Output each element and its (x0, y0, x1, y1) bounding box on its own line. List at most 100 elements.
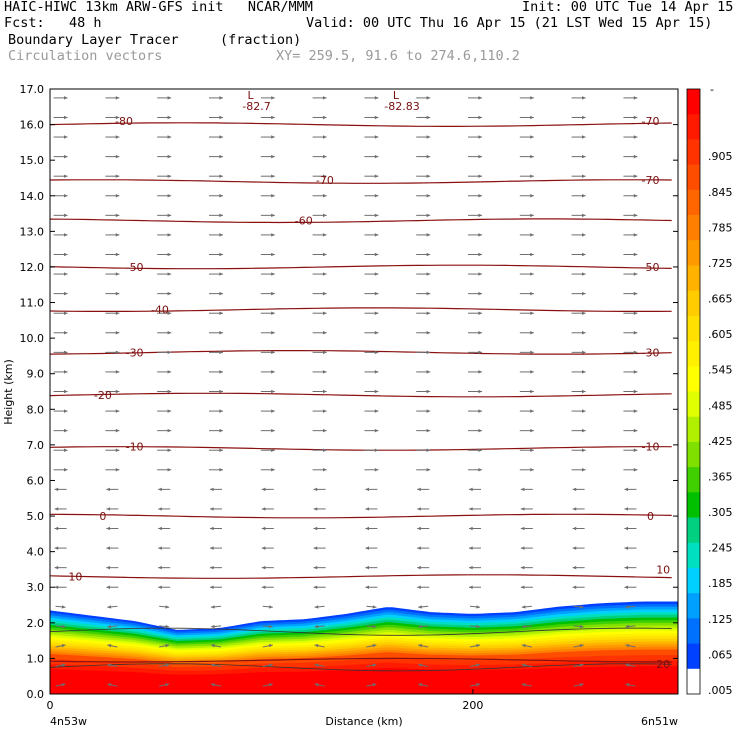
wind-vector (573, 605, 584, 609)
wind-vector (312, 331, 327, 335)
wind-vector-head (372, 663, 377, 667)
wind-vector-head (478, 272, 483, 276)
wind-vector (571, 350, 586, 355)
wind-vector (208, 213, 223, 218)
wind-vector (106, 487, 119, 492)
wind-vector-head (54, 546, 59, 550)
colorbar-label: .065 (708, 648, 733, 661)
wind-vector-head (476, 605, 481, 609)
wind-vector (416, 115, 431, 120)
wind-vector-head (469, 546, 473, 550)
wind-vector (312, 468, 327, 472)
wind-vector (312, 272, 327, 276)
wind-vector (208, 174, 223, 178)
wind-vector (106, 507, 119, 511)
wind-vector (571, 174, 586, 178)
wind-vector-head (167, 213, 172, 218)
wind-vector (469, 565, 482, 570)
wind-vector (208, 331, 223, 335)
wind-vector-head (210, 624, 215, 629)
contour-line (50, 663, 672, 672)
wind-vector-head (426, 154, 431, 159)
wind-vector-head (478, 154, 483, 159)
plot-frame (49, 88, 679, 695)
wind-vector-head (478, 409, 483, 413)
wind-vector-head (521, 605, 526, 609)
wind-vector (572, 585, 585, 589)
wind-vector (416, 370, 431, 374)
wind-vector-head (167, 331, 172, 335)
wind-vector (469, 624, 481, 629)
wind-vector (314, 624, 325, 629)
wind-vector-head (115, 233, 120, 237)
wind-vector (468, 291, 483, 296)
wind-vector-head (426, 135, 431, 139)
wind-vector-head (582, 213, 586, 218)
wind-vector-head (219, 154, 223, 159)
wind-vector (365, 526, 378, 531)
wind-vector (312, 291, 327, 296)
wind-vector (365, 487, 378, 492)
wind-vector (418, 624, 429, 629)
wind-vector-head (365, 546, 370, 550)
wind-vector-head (115, 213, 120, 218)
wind-vector (157, 194, 172, 198)
y-tick-label: 5.0 (27, 510, 45, 523)
wind-vector (624, 507, 637, 511)
wind-vector (364, 272, 379, 276)
wind-vector-head (63, 96, 68, 100)
wind-vector (54, 487, 67, 492)
wind-vector-head (261, 565, 266, 570)
wind-vector-head (633, 331, 638, 335)
wind-vector (416, 272, 431, 276)
wind-vector (416, 331, 431, 335)
wind-vector-head (219, 135, 223, 139)
wind-vector-head (582, 331, 586, 335)
colorbar-swatch (687, 290, 700, 317)
wind-vector-head (63, 389, 68, 394)
wind-vector (571, 311, 586, 315)
wind-vector (468, 448, 483, 452)
wind-vector (209, 546, 222, 550)
wind-vector-head (530, 233, 534, 237)
wind-vector-head (374, 213, 379, 218)
wind-vector (519, 291, 534, 296)
wind-vector (107, 643, 118, 648)
wind-vector-head (365, 585, 370, 589)
wind-vector-head (520, 546, 525, 550)
colorbar-swatch (687, 189, 700, 216)
wind-vector-head (582, 370, 586, 374)
wind-vector (418, 605, 429, 609)
wind-vector-head (261, 507, 266, 511)
colorbar-label: .485 (708, 399, 733, 412)
field-units: (fraction) (220, 32, 302, 48)
low-marker: L (247, 89, 254, 102)
wind-vector-head (322, 350, 327, 355)
wind-vector-head (322, 96, 327, 100)
wind-vector (260, 428, 275, 433)
wind-vector-head (219, 331, 223, 335)
tracer-field (50, 601, 678, 694)
wind-vector (571, 213, 586, 218)
wind-vector (105, 154, 120, 159)
wind-vector-head (219, 409, 223, 413)
wind-vector (468, 331, 483, 335)
wind-vector (158, 526, 171, 531)
wind-vector-head (426, 194, 431, 198)
wind-vector (261, 585, 274, 589)
wind-vector-head (520, 565, 525, 570)
wind-vector-head (478, 135, 483, 139)
colorbar-label: .785 (708, 221, 733, 234)
wind-vector-head (572, 526, 577, 531)
wind-vector (519, 252, 534, 257)
wind-vector (260, 350, 275, 355)
contour-line (50, 392, 672, 398)
wind-vector-head (582, 174, 586, 178)
wind-vector-head (314, 605, 319, 609)
y-tick-label: 3.0 (27, 581, 45, 594)
wind-vector-head (624, 585, 629, 589)
wind-vector-head (426, 428, 431, 433)
wind-vector (416, 448, 431, 452)
wind-vector (571, 272, 586, 276)
wind-vector (469, 663, 481, 668)
